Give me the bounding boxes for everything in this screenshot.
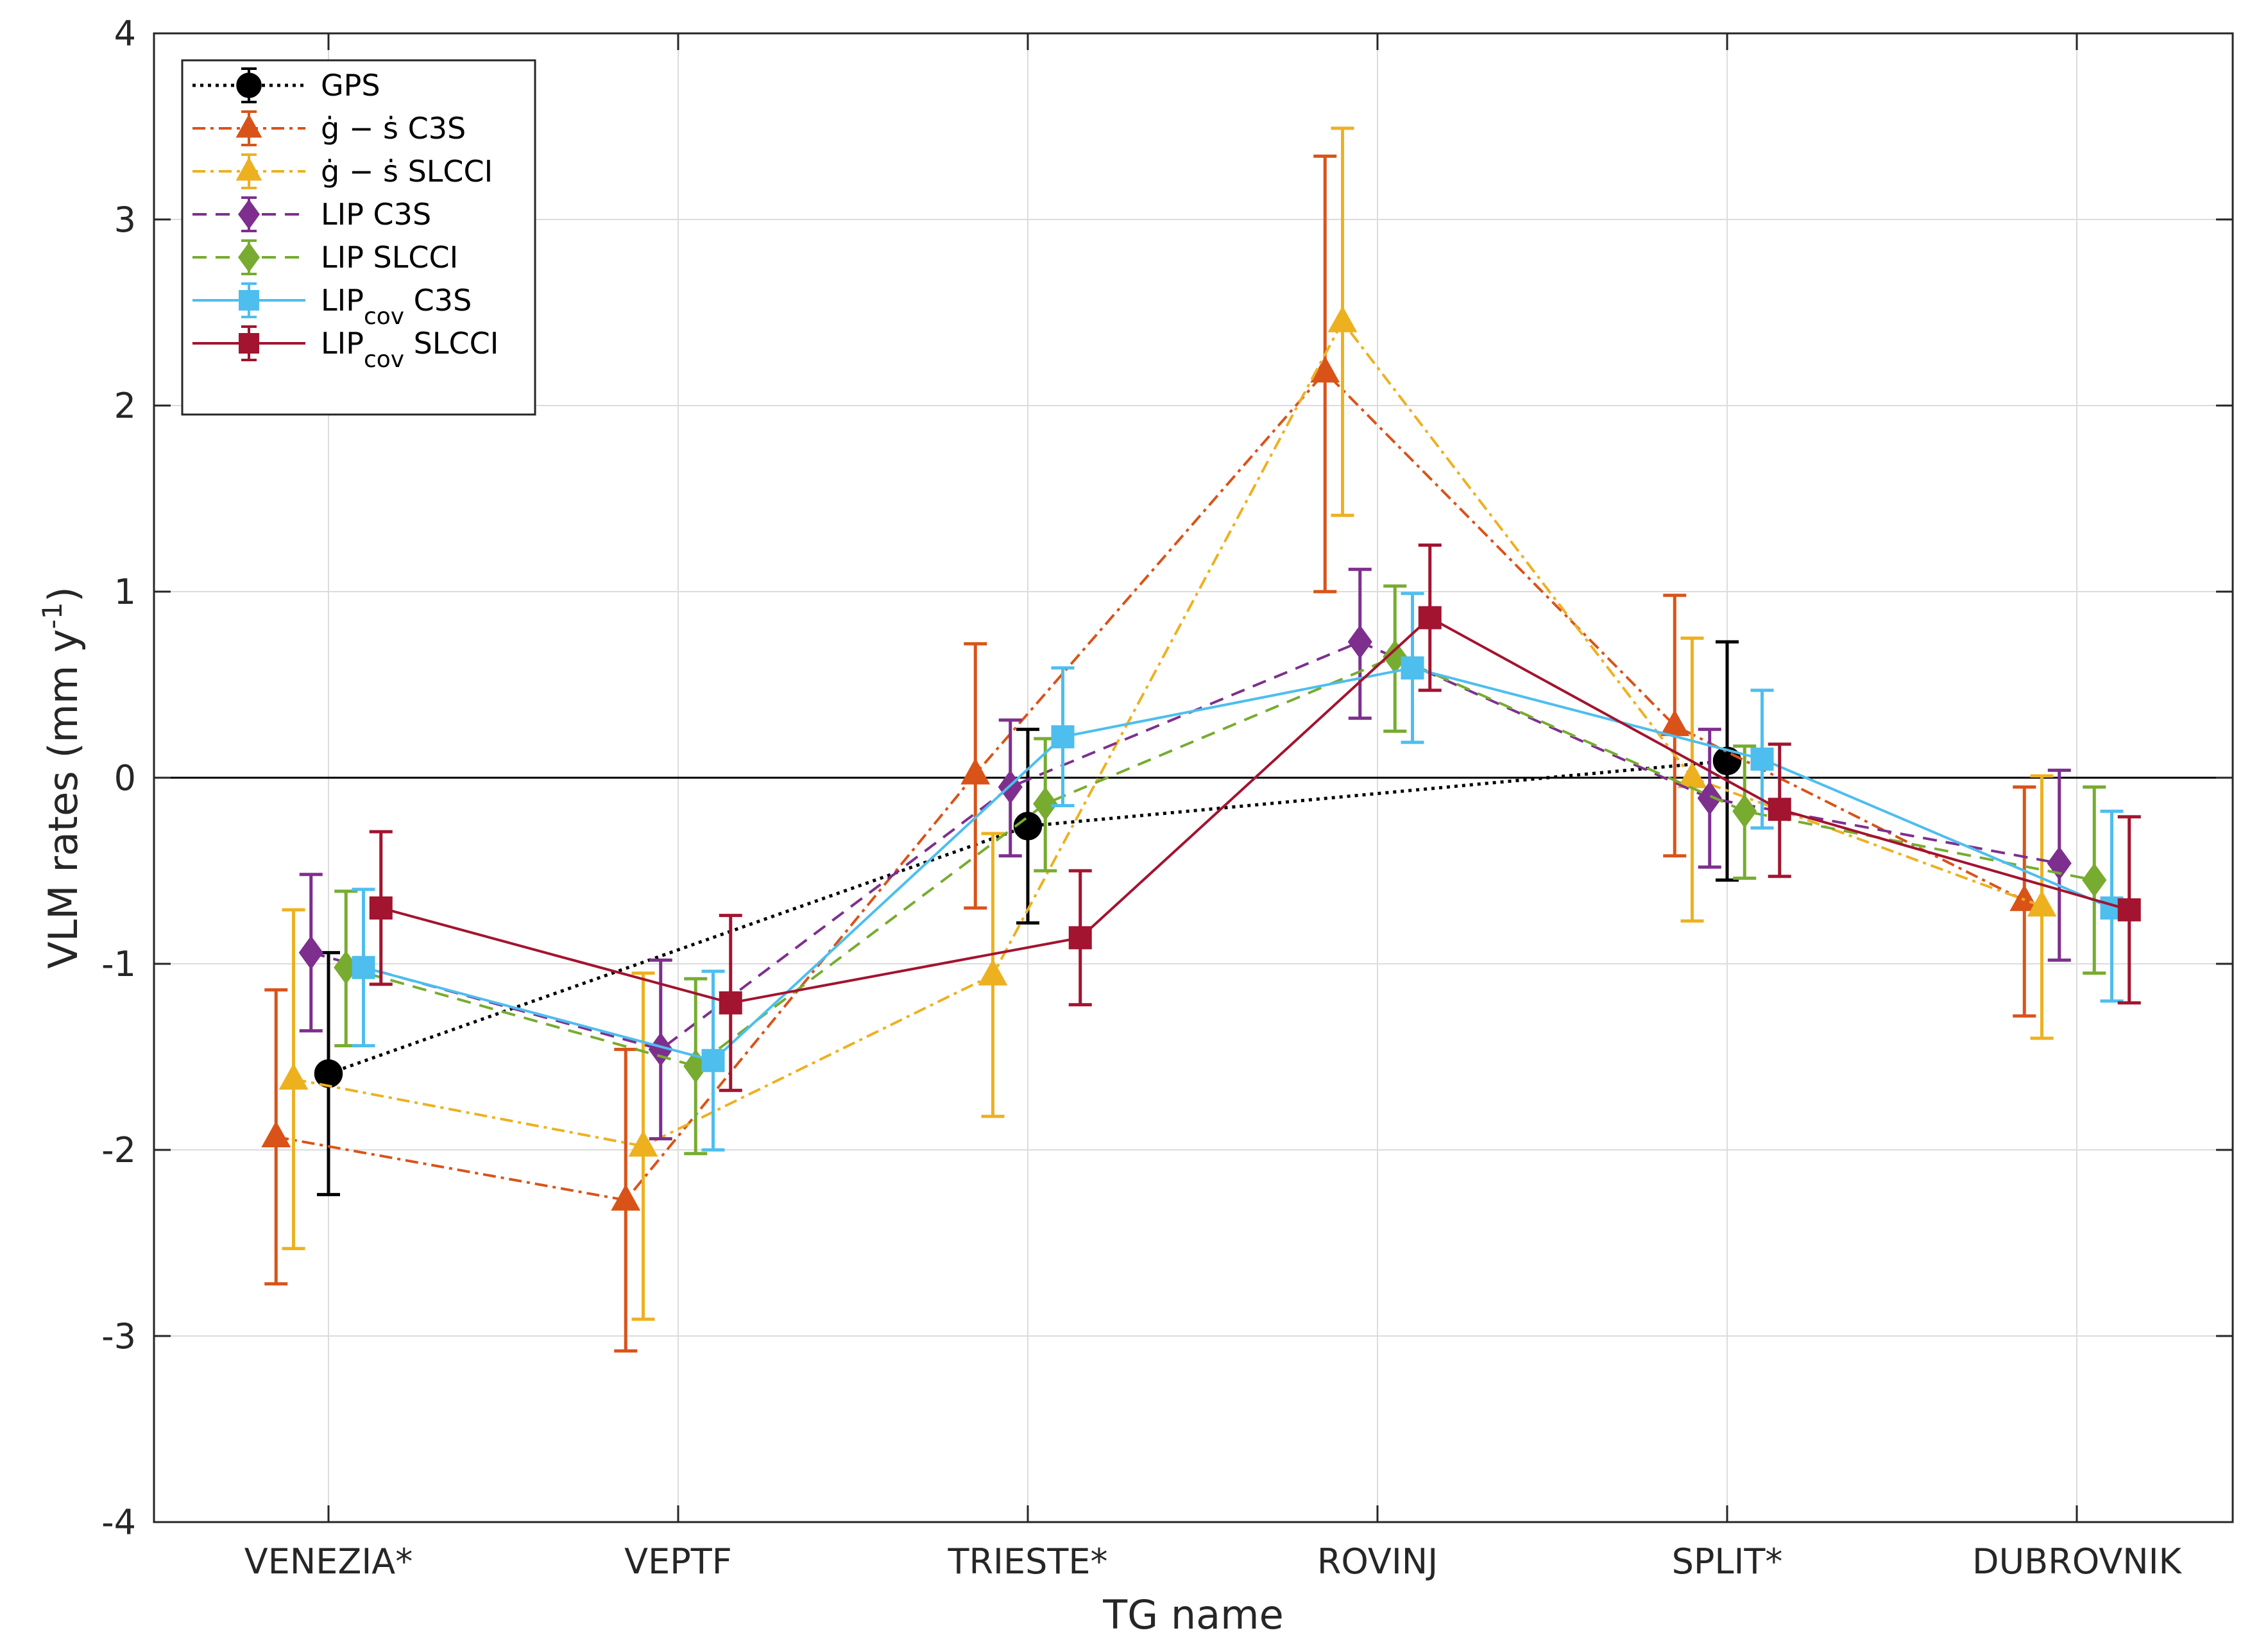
data-point [628,1130,658,1157]
legend-marker [236,73,262,98]
y-tick-label: -2 [101,1130,136,1170]
data-point [1068,926,1092,950]
legend-label-subscript: cov [364,347,404,373]
data-point [278,1063,309,1090]
legend-label: LIPcov SLCCI [321,326,499,373]
y-axis-ticks: -4 -3 -2 -1 0 1 2 3 4 [101,13,2233,1543]
legend-label-main: GPS [321,68,380,103]
series-lip-slcci [334,584,2107,1156]
legend-marker [238,199,260,230]
data-point [2047,846,2072,880]
legend-label: GPS [321,68,380,103]
data-point [261,1120,291,1147]
legend-marker [239,290,259,311]
data-point [978,959,1008,986]
data-point [369,896,393,920]
legend-label-tail: SLCCI [404,326,499,361]
data-point [1013,812,1043,841]
data-point [352,955,375,979]
x-tick-label: TRIESTE* [948,1541,1108,1582]
series-line [311,640,2060,1051]
series-c3s [261,154,2040,1353]
legend-marker [238,242,260,273]
series-line [362,666,2113,1062]
data-point [1327,305,1358,332]
y-tick-label: 2 [114,386,136,426]
series-slcci [278,126,2057,1321]
series-line [380,616,2130,1004]
legend-marker [235,157,262,181]
x-tick-label: SPLIT* [1672,1541,1783,1582]
legend-label-main: LIP [321,326,364,361]
data-point [1732,794,1757,828]
y-tick-label: 1 [114,572,136,612]
data-point [1033,787,1058,821]
y-tick-label: -3 [101,1316,136,1357]
y-tick-label: 3 [114,200,136,240]
legend-box [181,59,536,416]
y-axis-label-main: VLM rates (mm y [40,629,87,968]
x-tick-label: VENEZIA* [244,1541,413,1582]
y-tick-label: 0 [114,758,136,798]
y-tick-label: -4 [101,1502,136,1543]
data-point [719,991,742,1015]
y-axis-label-superscript: -1 [37,602,68,629]
data-point [1347,624,1372,659]
legend-label-subscript: cov [364,304,404,330]
legend-label-main: ġ − ṡ SLCCI [321,154,493,189]
series-lip-c3s [298,567,2072,1141]
data-point [2082,863,2107,897]
legend-label-main: ġ − ṡ C3S [321,111,466,146]
x-tick-label: DUBROVNIK [1972,1541,2182,1582]
legend-label-main: LIP SLCCI [321,240,458,275]
data-point [298,936,323,970]
series-gps [314,640,1742,1197]
data-point [1750,748,1774,771]
data-point [1401,656,1424,680]
x-axis-ticks: VENEZIA* VEPTF TRIESTE* ROVINJ SPLIT* DUBROVN… [244,33,2183,1582]
data-point [1697,781,1722,816]
y-axis-label-close: ) [40,587,87,602]
data-point [1418,606,1442,629]
data-point [1051,725,1075,749]
legend-label-main: LIP C3S [321,197,431,232]
legend-label-tail: C3S [404,283,472,318]
series-line [275,370,2025,1202]
data-point [2009,884,2040,911]
y-tick-label: 4 [114,13,136,54]
x-tick-label: VEPTF [624,1541,732,1582]
legend-label: ġ − ṡ C3S [321,111,466,146]
series-line [345,655,2095,1068]
y-tick-label: -1 [101,944,136,984]
legend-label: ġ − ṡ SLCCI [321,154,493,189]
x-tick-label: ROVINJ [1317,1541,1438,1582]
legend-marker [239,333,259,354]
data-point [1768,798,1791,821]
data-point [2027,890,2057,917]
legend-marker [235,114,262,138]
x-axis-label: TG name [1102,1591,1283,1638]
legend-label: LIP C3S [321,197,431,232]
series-line [293,320,2043,1148]
legend-label: LIP SLCCI [321,240,458,275]
data-point [314,1059,343,1088]
data-point [611,1184,641,1211]
series-lipcov-slcci [369,544,2141,1092]
y-axis-label: VLM rates (mm y-1) [37,587,87,969]
data-point [960,758,991,785]
data-point [2117,898,2141,921]
legend-label-main: LIP [321,283,364,318]
series-lipcov-c3s [352,592,2124,1152]
series-layer [261,126,2141,1353]
legend-label: LIPcov C3S [321,283,472,330]
data-point [701,1049,725,1072]
